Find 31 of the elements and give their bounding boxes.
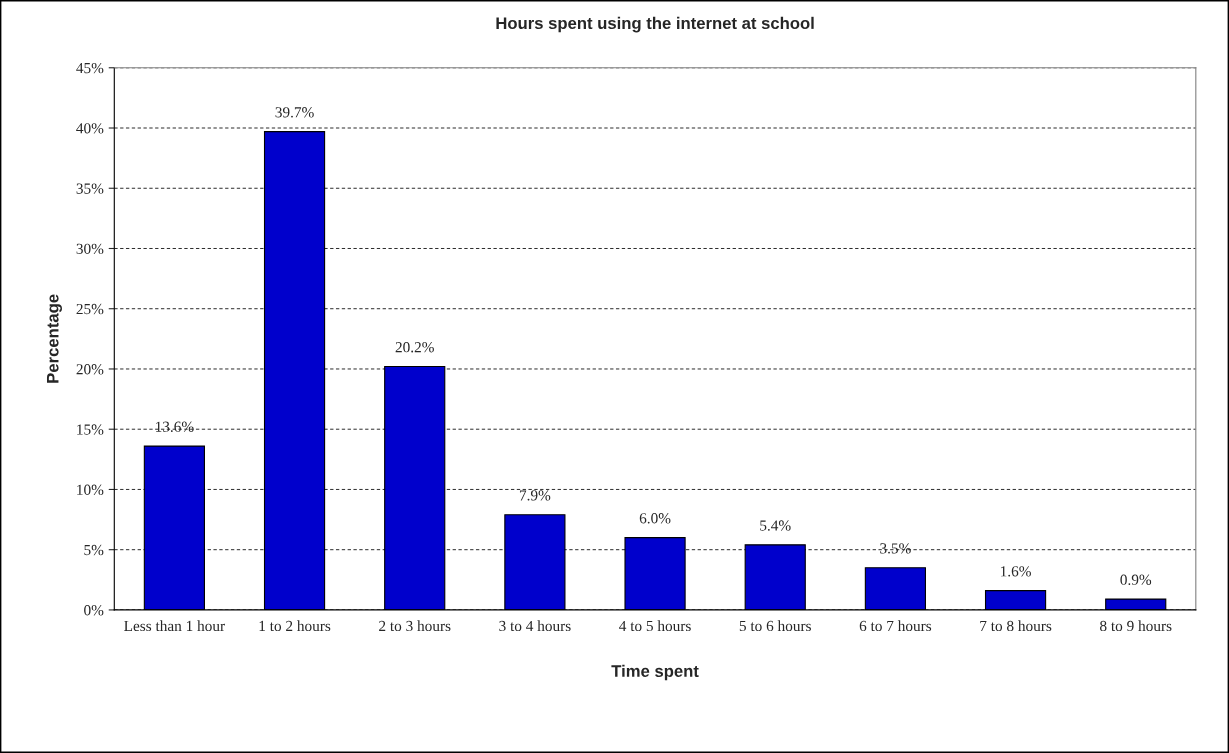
x-axis-title: Time spent bbox=[611, 664, 699, 681]
x-tick-label: 8 to 9 hours bbox=[1100, 620, 1172, 632]
data-label: 3.5% bbox=[880, 543, 911, 554]
y-tick-label: 5% bbox=[84, 544, 104, 556]
y-tick-label: 45% bbox=[76, 62, 104, 74]
x-tick-label: 4 to 5 hours bbox=[619, 620, 691, 632]
y-tick-label: 10% bbox=[77, 484, 104, 495]
x-tick-label: Less than 1 hour bbox=[124, 620, 225, 632]
data-label: 39.7% bbox=[275, 107, 314, 118]
data-label: 0.9% bbox=[1120, 574, 1152, 585]
x-tick-label: 5 to 6 hours bbox=[739, 620, 811, 632]
data-label: 5.4% bbox=[760, 520, 791, 531]
data-label: 20.2% bbox=[395, 342, 434, 353]
x-tick-label: 6 to 7 hours bbox=[859, 620, 932, 632]
y-tick-label: 0% bbox=[84, 605, 104, 616]
y-axis-title: Percentage bbox=[46, 294, 62, 383]
data-label: 13.6% bbox=[155, 421, 194, 432]
x-tick-label: 7 to 8 hours bbox=[980, 620, 1052, 632]
x-tick-label: 1 to 2 hours bbox=[259, 620, 331, 632]
data-label: 6.0% bbox=[639, 513, 671, 524]
x-tick-label: 2 to 3 hours bbox=[379, 620, 451, 632]
x-tick-label: 3 to 4 hours bbox=[499, 620, 571, 632]
y-tick-label: 35% bbox=[76, 183, 104, 194]
y-tick-label: 30% bbox=[76, 243, 104, 254]
y-tick-label: 40% bbox=[76, 123, 104, 134]
data-label: 1.6% bbox=[1001, 566, 1031, 577]
y-tick-label: 25% bbox=[76, 303, 104, 315]
y-tick-label: 20% bbox=[76, 364, 104, 375]
data-label: 7.9% bbox=[519, 490, 551, 501]
y-tick-label: 15% bbox=[77, 424, 104, 435]
chart-title: Hours spent using the internet at school bbox=[496, 16, 814, 33]
